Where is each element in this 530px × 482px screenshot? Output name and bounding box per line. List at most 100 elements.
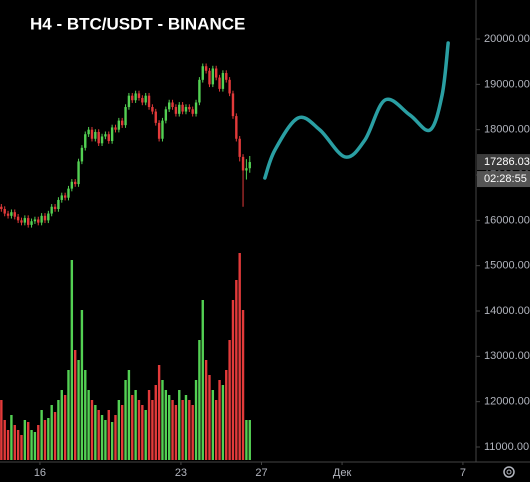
candle-body bbox=[110, 127, 114, 142]
volume-bar bbox=[181, 400, 184, 460]
volume-bar bbox=[164, 390, 168, 460]
y-tick-label: 12000.00 bbox=[484, 396, 530, 408]
candle-body bbox=[104, 134, 107, 137]
volume-bar bbox=[6, 430, 10, 460]
volume-bar bbox=[73, 350, 77, 460]
candle-body bbox=[67, 188, 70, 198]
y-tick-label: 14000.00 bbox=[484, 305, 530, 317]
candle-body bbox=[167, 102, 171, 110]
volume-bar bbox=[57, 400, 60, 460]
candle-body bbox=[57, 199, 60, 210]
candle-body bbox=[100, 136, 104, 144]
volume-bar bbox=[80, 310, 84, 460]
candle-body bbox=[53, 206, 57, 210]
volume-bar bbox=[23, 420, 27, 460]
volume-bar bbox=[154, 385, 157, 460]
y-tick-label: 18000.00 bbox=[484, 124, 530, 136]
y-tick-label: 11000.00 bbox=[484, 441, 529, 453]
y-tick-label: 16000.00 bbox=[484, 214, 530, 226]
candle-body bbox=[131, 95, 134, 101]
candle-body bbox=[188, 107, 191, 110]
volume-bar bbox=[198, 340, 201, 460]
volume-bar bbox=[201, 300, 204, 460]
volume-bar bbox=[50, 405, 53, 460]
candle-body bbox=[80, 147, 84, 162]
volume-bar bbox=[13, 425, 16, 460]
volume-bar bbox=[174, 405, 178, 460]
volume-bar bbox=[63, 395, 67, 460]
candle-body bbox=[107, 134, 110, 142]
candle-body bbox=[245, 168, 248, 171]
volume-bar bbox=[211, 390, 215, 460]
volume-bar bbox=[238, 253, 241, 460]
settings-icon[interactable] bbox=[503, 466, 515, 478]
volume-bar bbox=[191, 405, 194, 460]
candle-body bbox=[87, 129, 90, 135]
x-tick-label: 23 bbox=[175, 467, 187, 479]
candle-body bbox=[221, 73, 225, 89]
candle-body bbox=[43, 215, 47, 221]
candle-body bbox=[141, 97, 144, 103]
y-tick-label: 13000.00 bbox=[484, 350, 530, 362]
candle-body bbox=[225, 73, 228, 80]
volume-bar bbox=[10, 415, 13, 460]
volume-bar bbox=[194, 380, 198, 460]
volume-bar bbox=[134, 390, 137, 460]
candle-body bbox=[241, 156, 245, 171]
volume-bar bbox=[184, 395, 188, 460]
x-tick-label: 7 bbox=[460, 467, 466, 479]
candle-body bbox=[238, 138, 241, 157]
volume-bar bbox=[40, 410, 43, 460]
candle-body bbox=[154, 111, 157, 123]
volume-bar bbox=[141, 405, 144, 460]
volume-bar bbox=[208, 375, 211, 460]
candle-body bbox=[40, 215, 43, 223]
candle-body bbox=[147, 95, 151, 108]
volume-bar bbox=[117, 400, 121, 460]
countdown-box bbox=[477, 171, 530, 188]
candle-body bbox=[144, 95, 147, 103]
candle-body bbox=[178, 104, 181, 114]
volume-bar bbox=[43, 420, 47, 460]
candle-body bbox=[164, 109, 168, 121]
candle-body bbox=[0, 206, 3, 210]
candle-body bbox=[60, 195, 63, 200]
volume-bar bbox=[124, 380, 127, 460]
volume-bar bbox=[20, 435, 23, 460]
candle-body bbox=[127, 95, 131, 108]
y-tick-label: 20000.00 bbox=[484, 33, 530, 45]
candle-body bbox=[114, 127, 117, 130]
candle-body bbox=[157, 122, 161, 139]
candle-body bbox=[161, 120, 164, 139]
y-tick-label: 19000.00 bbox=[484, 78, 530, 90]
volume-bar bbox=[84, 370, 87, 460]
volume-bar bbox=[167, 395, 171, 460]
volume-bar bbox=[90, 400, 94, 460]
volume-bar bbox=[60, 390, 63, 460]
candle-body bbox=[117, 120, 121, 130]
volume-bar bbox=[137, 400, 141, 460]
candle-body bbox=[211, 68, 215, 85]
volume-bar bbox=[114, 415, 117, 460]
volume-bar bbox=[26, 422, 30, 460]
volume-bar bbox=[241, 310, 245, 460]
candle-body bbox=[204, 66, 208, 71]
volume-bar bbox=[37, 425, 40, 460]
candle-body bbox=[77, 161, 80, 185]
volume-bar bbox=[33, 432, 37, 460]
candle-body bbox=[37, 219, 40, 223]
candle-body bbox=[13, 212, 16, 217]
candle-body bbox=[33, 219, 37, 222]
volume-bar bbox=[221, 385, 225, 460]
candle-body bbox=[73, 181, 77, 185]
candle-body bbox=[124, 107, 127, 126]
candle-body bbox=[3, 209, 6, 214]
candle-body bbox=[208, 70, 211, 85]
candle-body bbox=[120, 120, 124, 126]
candle-body bbox=[201, 66, 204, 80]
candle-body bbox=[16, 216, 20, 221]
volume-bar bbox=[110, 422, 114, 460]
candle-body bbox=[47, 213, 50, 221]
candle-body bbox=[171, 102, 174, 108]
volume-bar bbox=[97, 410, 100, 460]
